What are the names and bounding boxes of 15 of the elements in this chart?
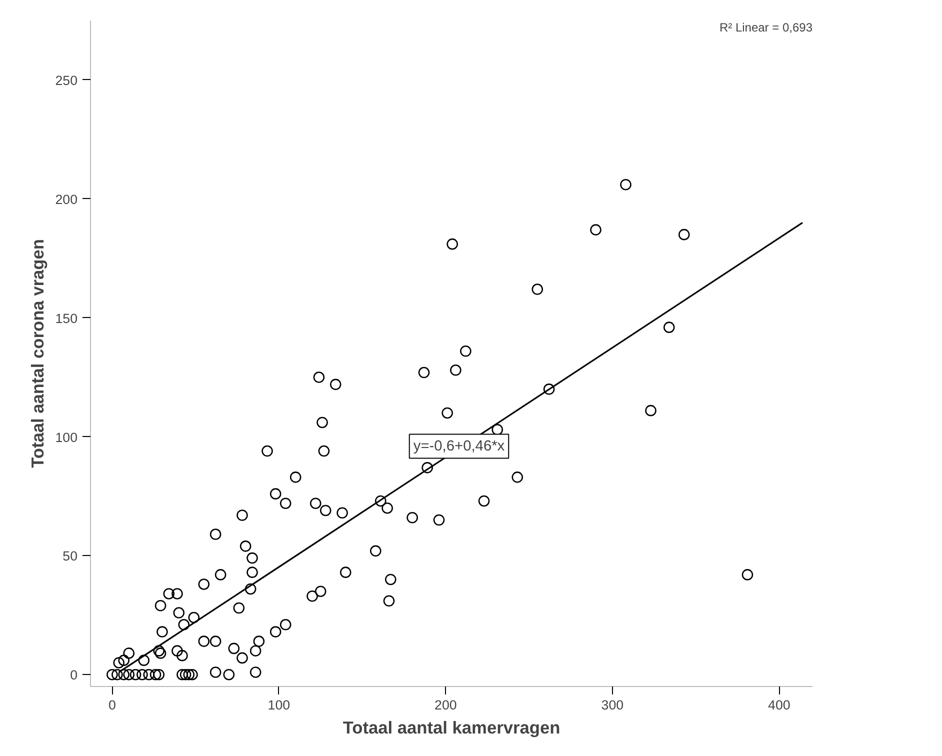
y-tick-label: 200	[55, 192, 78, 207]
x-tick-label: 300	[601, 698, 624, 712]
annotation: y=-0,6+0,46*x	[413, 438, 506, 454]
x-tick-label: 0	[108, 698, 116, 712]
y-tick-label: 150	[55, 310, 78, 326]
y-tick-label: 50	[62, 548, 78, 564]
x-tick-label: 100	[268, 698, 290, 712]
x-axis-title: Totaal aantal kamervragen	[342, 718, 560, 738]
y-tick-label: 0	[70, 668, 78, 683]
x-tick-label: 200	[434, 698, 457, 712]
y-tick-label: 100	[55, 430, 78, 445]
x-tick-label: 400	[768, 698, 790, 712]
annotation: R² Linear = 0,693	[719, 20, 813, 34]
y-axis-title: Totaal aantal corona vragen	[27, 239, 48, 468]
y-tick-label: 250	[55, 72, 78, 88]
